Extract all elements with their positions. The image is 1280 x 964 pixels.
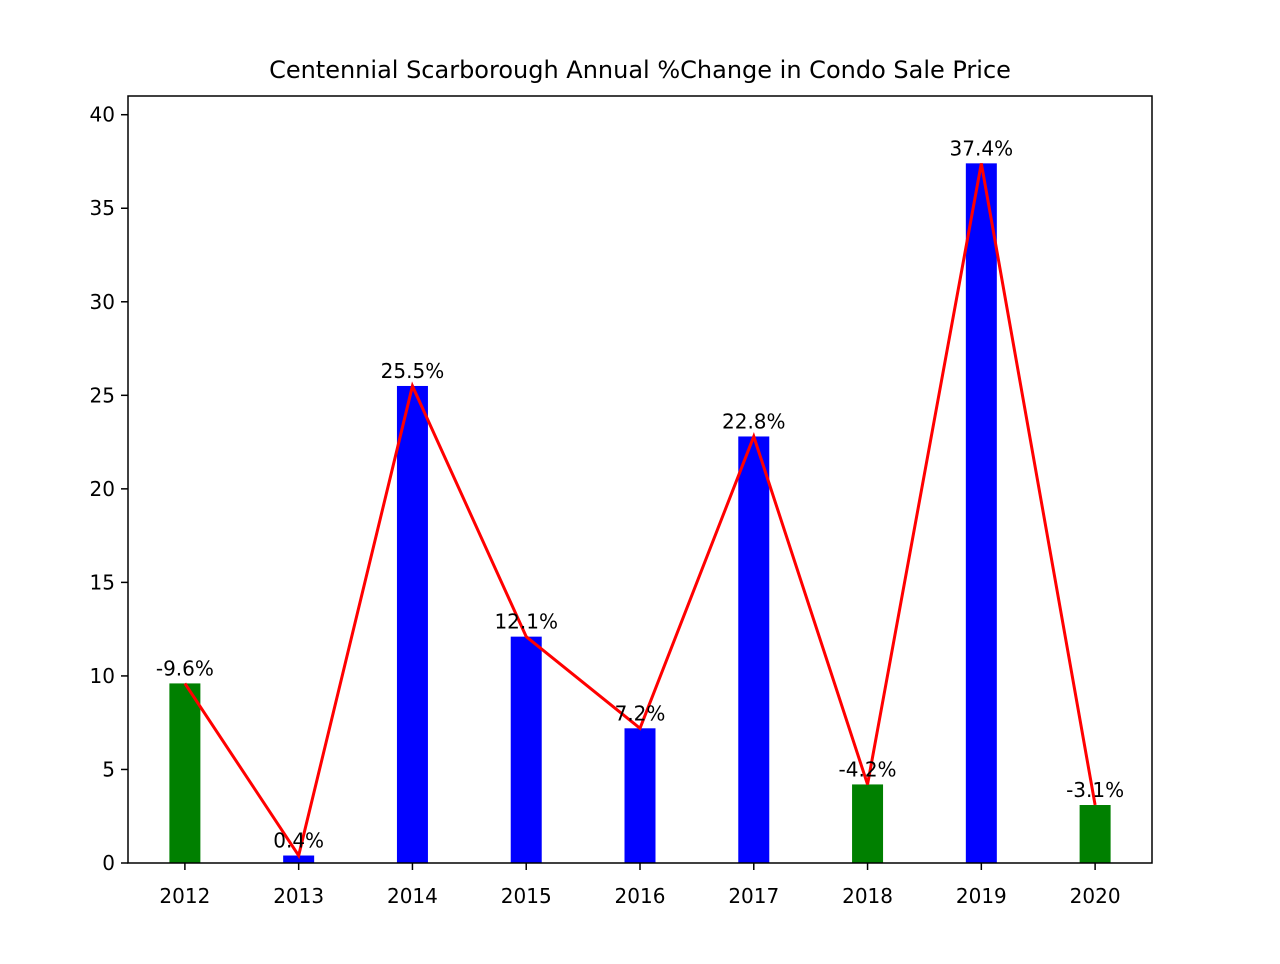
y-tick-label-40: 40 bbox=[90, 103, 115, 127]
y-tick-label-0: 0 bbox=[102, 851, 115, 875]
chart-title: Centennial Scarborough Annual %Change in… bbox=[269, 56, 1011, 84]
y-tick-label-5: 5 bbox=[102, 757, 115, 781]
bar-2015 bbox=[510, 636, 542, 863]
y-tick-label-20: 20 bbox=[90, 477, 115, 501]
data-label-2016: 7.2% bbox=[615, 701, 666, 725]
data-label-2013: 0.4% bbox=[273, 829, 324, 853]
x-tick-label-2019: 2019 bbox=[956, 884, 1007, 908]
bar-2019 bbox=[965, 163, 997, 864]
y-tick-label-35: 35 bbox=[90, 196, 115, 220]
data-label-2017: 22.8% bbox=[722, 409, 786, 433]
bar-2016 bbox=[624, 728, 656, 863]
x-tick-label-2016: 2016 bbox=[615, 884, 666, 908]
x-tick-label-2017: 2017 bbox=[728, 884, 779, 908]
y-tick-label-30: 30 bbox=[90, 290, 115, 314]
bar-2014 bbox=[396, 385, 428, 863]
data-label-2018: -4.2% bbox=[839, 757, 897, 781]
trend-line bbox=[183, 163, 1097, 860]
data-label-2014: 25.5% bbox=[381, 359, 445, 383]
bar-2012 bbox=[169, 683, 201, 863]
bar-2017 bbox=[738, 436, 770, 863]
data-label-2012: -9.6% bbox=[156, 656, 214, 680]
x-tick-label-2012: 2012 bbox=[159, 884, 210, 908]
data-label-2019: 37.4% bbox=[950, 136, 1014, 160]
bar-2018 bbox=[852, 784, 884, 863]
bar-2013 bbox=[283, 855, 315, 863]
x-tick-label-2018: 2018 bbox=[842, 884, 893, 908]
x-tick-label-2020: 2020 bbox=[1070, 884, 1121, 908]
data-label-2020: -3.1% bbox=[1066, 778, 1124, 802]
bar-2020 bbox=[1079, 805, 1111, 863]
data-label-2015: 12.1% bbox=[494, 610, 558, 634]
plot-area: -9.6% 0.4% 25.5% 12.1% 7.2% 22.8% -4.2% 37.4% -3… bbox=[90, 95, 1153, 908]
y-tick-label-25: 25 bbox=[90, 383, 115, 407]
y-tick-label-10: 10 bbox=[90, 664, 115, 688]
x-tick-label-2014: 2014 bbox=[387, 884, 438, 908]
x-tick-label-2013: 2013 bbox=[273, 884, 324, 908]
x-tick-label-2015: 2015 bbox=[501, 884, 552, 908]
y-tick-label-15: 15 bbox=[90, 570, 115, 594]
